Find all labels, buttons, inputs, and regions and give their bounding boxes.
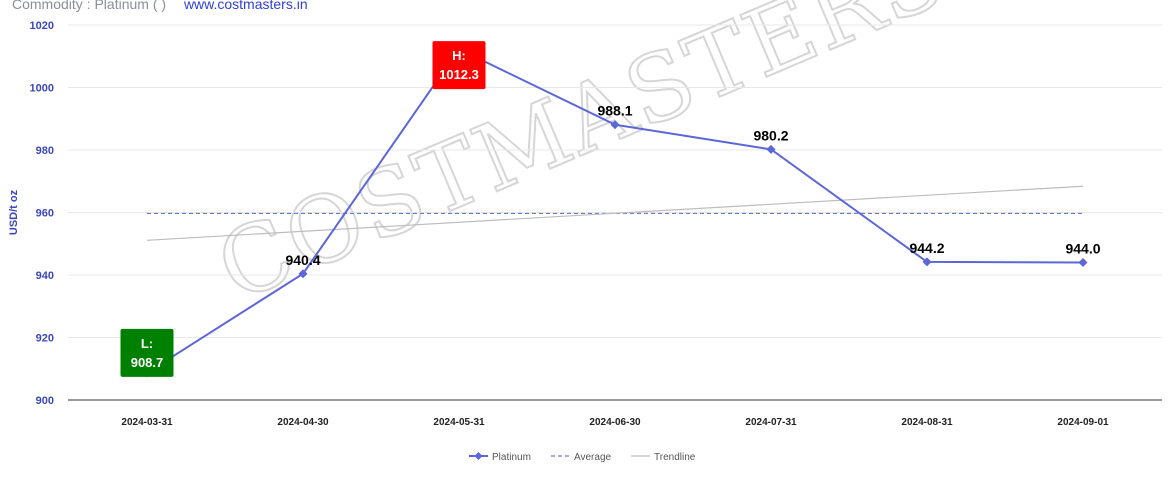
watermark: COSTMASTERS — [203, 0, 960, 322]
y-tick-label: 960 — [36, 208, 54, 220]
y-tick-label: 1000 — [30, 83, 54, 95]
data-label: 940.4 — [285, 252, 320, 268]
legend-label-average[interactable]: Average — [574, 452, 612, 463]
data-point[interactable] — [922, 257, 932, 267]
low-value: 908.7 — [131, 355, 164, 370]
x-tick-label: 2024-06-30 — [589, 417, 641, 428]
data-point[interactable] — [766, 144, 776, 154]
x-tick-label: 2024-09-01 — [1057, 417, 1109, 428]
y-tick-label: 900 — [36, 395, 54, 407]
high-marker-box — [432, 41, 486, 90]
high-prefix: H: — [452, 48, 466, 63]
data-label: 944.2 — [909, 240, 944, 256]
y-tick-label: 1020 — [30, 20, 54, 32]
data-point[interactable] — [298, 269, 308, 279]
legend-label-trendline[interactable]: Trendline — [654, 452, 696, 463]
data-label: 988.1 — [597, 103, 632, 119]
data-labels: 940.4 988.1 980.2 944.2 944.0 H: 1012.3 L: 908.7 — [120, 41, 1101, 377]
data-label: 944.0 — [1065, 241, 1100, 257]
grid-lines — [68, 24, 1162, 401]
x-tick-label: 2024-08-31 — [901, 417, 953, 428]
x-tick-label: 2024-07-31 — [745, 417, 797, 428]
data-label: 980.2 — [753, 127, 788, 143]
trendline-group — [146, 185, 1084, 241]
x-tick-label: 2024-04-30 — [277, 417, 329, 428]
high-value: 1012.3 — [439, 67, 479, 82]
commodity-label: Commodity : Platinum ( ) — [12, 0, 167, 12]
data-point[interactable] — [1078, 258, 1088, 267]
y-tick-label: 920 — [36, 333, 54, 345]
axes: 900 920 940 960 980 1000 1020 USD/t oz 2024-03-3… — [8, 20, 1109, 428]
data-point[interactable] — [610, 120, 620, 130]
x-tick-label: 2024-03-31 — [121, 417, 173, 428]
legend-marker-platinum — [474, 452, 483, 460]
low-marker-box — [120, 328, 174, 377]
legend: Platinum Average Trendline — [469, 452, 696, 463]
trendline — [146, 185, 1084, 241]
x-tick-label: 2024-05-31 — [433, 417, 485, 428]
y-axis-label: USD/t oz — [8, 189, 20, 235]
y-tick-label: 980 — [36, 145, 54, 157]
legend-label-platinum[interactable]: Platinum — [492, 452, 531, 463]
chart-header: Commodity : Platinum ( ) www.costmasters… — [12, 0, 308, 12]
website-link[interactable]: www.costmasters.in — [183, 0, 308, 12]
low-prefix: L: — [141, 336, 153, 351]
y-tick-label: 940 — [36, 270, 54, 282]
